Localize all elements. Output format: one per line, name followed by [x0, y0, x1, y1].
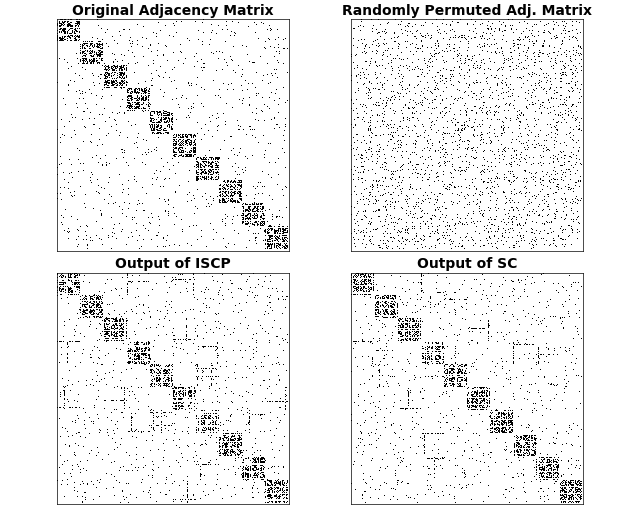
- Title: Output of ISCP: Output of ISCP: [115, 258, 231, 271]
- Title: Output of SC: Output of SC: [417, 258, 517, 271]
- Title: Original Adjacency Matrix: Original Adjacency Matrix: [72, 4, 274, 18]
- Title: Randomly Permuted Adj. Matrix: Randomly Permuted Adj. Matrix: [342, 4, 592, 18]
